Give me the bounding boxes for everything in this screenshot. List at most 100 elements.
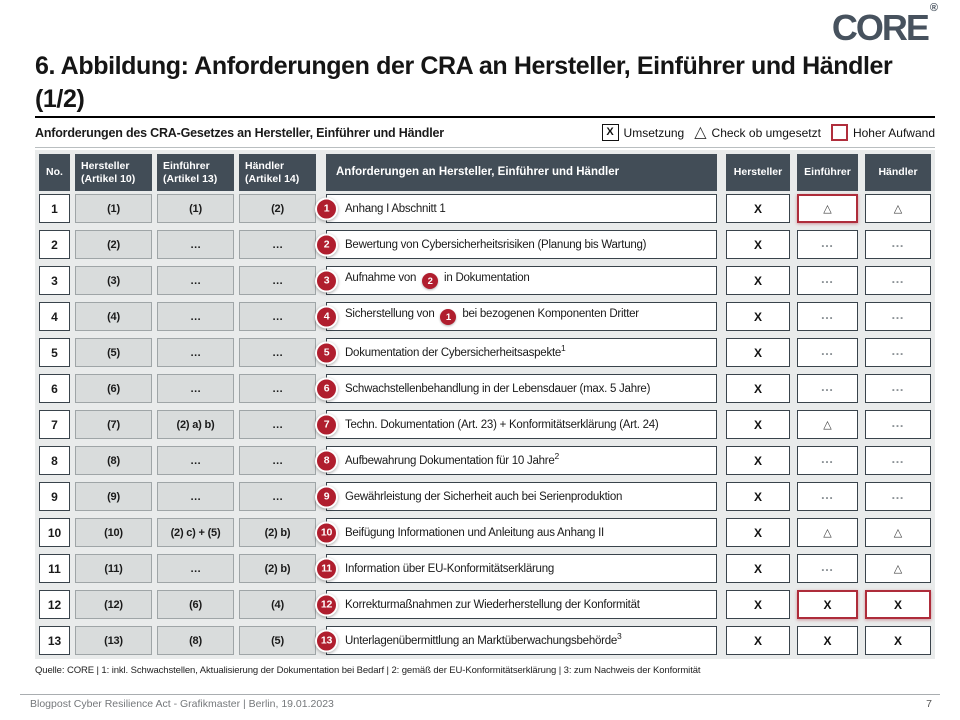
haendler-article-cell: … (239, 482, 316, 511)
requirement-number-badge: 1 (315, 197, 338, 220)
requirement-number-badge: 11 (315, 557, 338, 580)
einfuehrer-article-cell: … (157, 302, 234, 331)
col-header-einfuehrer-status: Einführer (797, 154, 858, 191)
haendler-status-cell: … (865, 482, 931, 511)
requirement-cell: 1 Anhang I Abschnitt 1 (315, 194, 717, 223)
requirement-text: Korrekturmaßnahmen zur Wiederherstellung… (345, 598, 640, 611)
col-header-haendler-artikel: Händler (Artikel 14) (239, 154, 316, 191)
haendler-status-cell: … (865, 446, 931, 475)
requirement-text: Beifügung Informationen und Anleitung au… (345, 526, 604, 539)
hersteller-article-cell: (1) (75, 194, 152, 223)
legend-item-check: △ Check ob umgesetzt (694, 123, 821, 141)
hersteller-article-cell: (9) (75, 482, 152, 511)
einfuehrer-article-cell: (2) c) + (5) (157, 518, 234, 547)
einfuehrer-article-cell: … (157, 266, 234, 295)
hersteller-article-cell: (3) (75, 266, 152, 295)
haendler-article-cell: … (239, 302, 316, 331)
triangle-icon: △ (694, 123, 707, 141)
table-row: 12 (12) (6) (4) 12 Korrekturmaßnahmen zu… (39, 590, 931, 619)
hersteller-status-cell: X (726, 302, 790, 331)
col-header-sublabel: (Artikel 13) (163, 172, 218, 185)
source-note: Quelle: CORE | 1: inkl. Schwachstellen, … (35, 665, 701, 676)
einfuehrer-status-cell: △ (797, 410, 858, 439)
row-number-cell: 13 (39, 626, 70, 655)
haendler-article-cell: (5) (239, 626, 316, 655)
requirement-number-badge: 4 (315, 305, 338, 328)
row-number-cell: 6 (39, 374, 70, 403)
col-header-sublabel: (Artikel 14) (245, 172, 300, 185)
core-logo: CORE ® (832, 3, 938, 46)
hersteller-article-cell: (11) (75, 554, 152, 583)
requirements-table: No. Hersteller (Artikel 10) Einführer (A… (35, 150, 935, 659)
requirement-text: Dokumentation der Cybersicherheitsaspekt… (345, 342, 566, 359)
col-header-hersteller-status: Hersteller (726, 154, 790, 191)
registered-trademark-icon: ® (929, 2, 938, 14)
col-header-label: Einführer (804, 166, 851, 179)
requirement-cell: 11 Information über EU-Konformitätserklä… (315, 554, 717, 583)
table-row: 8 (8) … … 8 Aufbewahrung Dokumentation f… (39, 446, 931, 475)
einfuehrer-status-cell: X (797, 590, 858, 619)
requirement-cell: 13 Unterlagenübermittlung an Marktüberwa… (315, 626, 717, 655)
einfuehrer-status-cell: … (797, 374, 858, 403)
einfuehrer-article-cell: (2) a) b) (157, 410, 234, 439)
einfuehrer-article-cell: … (157, 446, 234, 475)
einfuehrer-status-cell: … (797, 482, 858, 511)
haendler-status-cell: X (865, 626, 931, 655)
requirement-cell: 3 Aufnahme von 2 in Dokumentation (315, 266, 717, 295)
inline-ref-badge: 2 (422, 273, 439, 290)
legend: X Umsetzung △ Check ob umgesetzt Hoher A… (601, 123, 935, 141)
table-row: 7 (7) (2) a) b) … 7 Techn. Dokumentation… (39, 410, 931, 439)
col-header-haendler-status: Händler (865, 154, 931, 191)
haendler-article-cell: … (239, 266, 316, 295)
footer-text: Blogpost Cyber Resilience Act - Grafikma… (30, 698, 334, 710)
hersteller-status-cell: X (726, 266, 790, 295)
einfuehrer-article-cell: (1) (157, 194, 234, 223)
requirement-number-badge: 5 (315, 341, 338, 364)
requirement-cell: 7 Techn. Dokumentation (Art. 23) + Konfo… (315, 410, 717, 439)
table-row: 10 (10) (2) c) + (5) (2) b) 10 Beifügung… (39, 518, 931, 547)
einfuehrer-status-cell: … (797, 266, 858, 295)
requirement-number-badge: 10 (315, 521, 338, 544)
requirement-number-badge: 6 (315, 377, 338, 400)
haendler-status-cell: △ (865, 554, 931, 583)
col-header-label: Händler (245, 159, 285, 172)
haendler-status-cell: X (865, 590, 931, 619)
row-number-cell: 9 (39, 482, 70, 511)
einfuehrer-article-cell: … (157, 482, 234, 511)
row-number-cell: 3 (39, 266, 70, 295)
hersteller-status-cell: X (726, 446, 790, 475)
col-header-label: No. (46, 166, 63, 179)
requirement-number-badge: 2 (315, 233, 338, 256)
requirement-cell: 4 Sicherstellung von 1 bei bezogenen Kom… (315, 302, 717, 331)
haendler-status-cell: … (865, 374, 931, 403)
col-header-no: No. (39, 154, 70, 191)
requirement-cell: 9 Gewährleistung der Sicherheit auch bei… (315, 482, 717, 511)
haendler-status-cell: △ (865, 518, 931, 547)
row-number-cell: 10 (39, 518, 70, 547)
requirement-cell: 5 Dokumentation der Cybersicherheitsaspe… (315, 338, 717, 367)
table-row: 1 (1) (1) (2) 1 Anhang I Abschnitt 1 X △… (39, 194, 931, 223)
requirement-text: Aufbewahrung Dokumentation für 10 Jahre2 (345, 450, 560, 467)
requirements-panel: Anforderungen des CRA-Gesetzes an Herste… (35, 116, 935, 676)
hersteller-status-cell: X (726, 626, 790, 655)
page-number: 7 (926, 698, 932, 710)
hersteller-article-cell: (6) (75, 374, 152, 403)
einfuehrer-article-cell: (6) (157, 590, 234, 619)
row-number-cell: 2 (39, 230, 70, 259)
legend-label: Hoher Aufwand (852, 125, 935, 140)
requirement-text: Unterlagenübermittlung an Marktüberwachu… (345, 630, 622, 647)
haendler-article-cell: (2) (239, 194, 316, 223)
hersteller-status-cell: X (726, 374, 790, 403)
einfuehrer-article-cell: … (157, 230, 234, 259)
requirement-text: Aufnahme von 2 in Dokumentation (345, 272, 530, 290)
haendler-status-cell: … (865, 266, 931, 295)
hersteller-status-cell: X (726, 554, 790, 583)
inline-ref-badge: 1 (440, 309, 457, 326)
requirement-cell: 12 Korrekturmaßnahmen zur Wiederherstell… (315, 590, 717, 619)
requirement-cell: 6 Schwachstellenbehandlung in der Lebens… (315, 374, 717, 403)
hersteller-article-cell: (5) (75, 338, 152, 367)
einfuehrer-status-cell: △ (797, 194, 858, 223)
col-header-einfuehrer-artikel: Einführer (Artikel 13) (157, 154, 234, 191)
col-header-label: Einführer (163, 159, 210, 172)
col-header-sublabel: (Artikel 10) (81, 172, 136, 185)
